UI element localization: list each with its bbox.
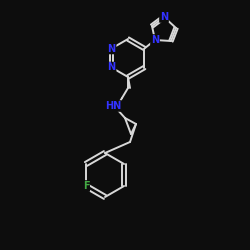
Text: N: N (160, 12, 168, 22)
Text: HN: HN (105, 101, 121, 111)
Text: N: N (151, 35, 159, 45)
Text: F: F (83, 181, 89, 191)
Text: N: N (108, 62, 116, 72)
Text: N: N (108, 44, 116, 54)
